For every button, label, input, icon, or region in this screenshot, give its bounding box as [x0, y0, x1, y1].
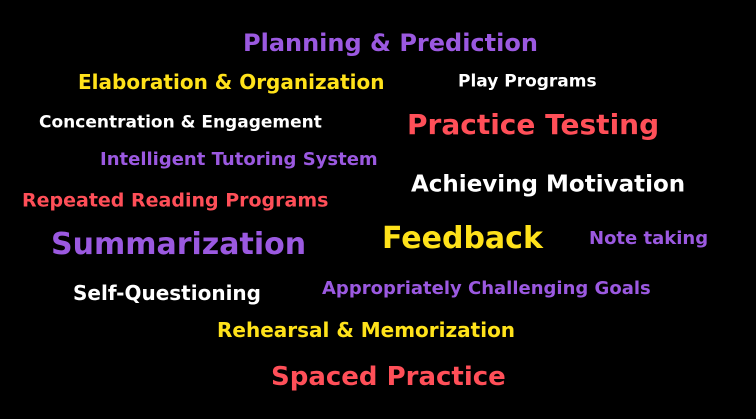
word-concentration-engagement: Concentration & Engagement: [39, 112, 322, 133]
word-note-taking: Note taking: [589, 228, 709, 249]
word-achieving-motivation: Achieving Motivation: [411, 171, 686, 198]
word-planning-prediction: Planning & Prediction: [243, 29, 538, 57]
word-spaced-practice: Spaced Practice: [271, 362, 506, 392]
word-self-questioning: Self-Questioning: [73, 281, 261, 305]
word-play-programs: Play Programs: [458, 71, 597, 92]
word-intelligent-tutoring-system: Intelligent Tutoring System: [100, 149, 378, 170]
word-appropriately-challenging-goals: Appropriately Challenging Goals: [322, 278, 651, 299]
word-summarization: Summarization: [51, 227, 307, 262]
word-practice-testing: Practice Testing: [407, 108, 660, 141]
word-rehearsal-memorization: Rehearsal & Memorization: [217, 318, 516, 342]
word-repeated-reading-programs: Repeated Reading Programs: [22, 189, 329, 212]
word-feedback: Feedback: [382, 221, 543, 256]
word-elaboration-organization: Elaboration & Organization: [78, 70, 385, 94]
